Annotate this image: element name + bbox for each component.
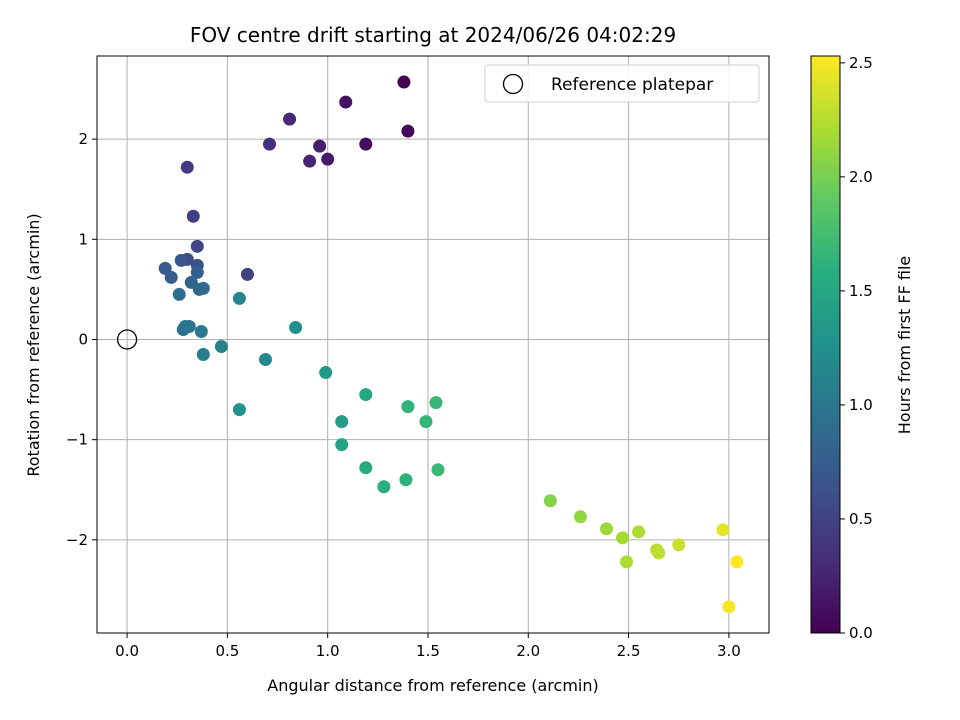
data-point	[716, 523, 730, 537]
x-tick-label: 3.0	[717, 642, 741, 660]
data-point	[722, 600, 736, 614]
data-point	[321, 152, 335, 166]
data-point	[652, 546, 666, 560]
data-point	[164, 270, 178, 284]
data-point	[359, 388, 373, 402]
colorbar-ticks: 0.0 0.5 1.0 1.5 2.0 2.5	[840, 54, 873, 642]
x-tick-label: 2.0	[516, 642, 540, 660]
y-tick-label: 1	[78, 230, 88, 248]
data-point	[377, 480, 391, 494]
reference-platepar-marker	[116, 329, 138, 350]
data-point	[399, 473, 413, 487]
y-tick-label: −2	[66, 531, 88, 549]
data-point	[214, 340, 228, 354]
legend-box	[484, 64, 760, 103]
legend-marker-open-circle	[502, 73, 524, 95]
data-point	[600, 522, 614, 536]
data-point	[263, 137, 277, 151]
data-point	[194, 324, 208, 338]
x-tick-label: 1.0	[316, 642, 340, 660]
data-point	[620, 555, 634, 569]
colorbar-tick-label: 0.0	[849, 624, 873, 642]
data-point	[186, 209, 200, 223]
data-point	[543, 494, 557, 508]
x-tick-label: 2.5	[617, 642, 641, 660]
x-tick-label: 1.5	[416, 642, 440, 660]
data-point	[359, 137, 373, 151]
data-point	[182, 319, 196, 333]
legend: Reference platepar	[484, 64, 760, 103]
data-point	[232, 291, 246, 305]
y-tick-label: 0	[78, 330, 88, 348]
x-tick-label: 0.0	[115, 642, 139, 660]
data-point	[174, 253, 188, 267]
y-axis-label: Rotation from reference (arcmin)	[24, 213, 43, 476]
data-point	[319, 366, 333, 380]
data-point	[335, 415, 349, 429]
y-tick-label: 2	[78, 130, 88, 148]
x-axis: 0.0 0.5 1.0 1.5 2.0 2.5 3.0	[115, 633, 741, 660]
grid-lines	[97, 56, 769, 633]
data-point	[232, 403, 246, 417]
data-point	[196, 348, 210, 362]
data-point	[190, 265, 204, 279]
data-point	[303, 154, 317, 168]
x-tick-label: 0.5	[215, 642, 239, 660]
colorbar: 0.0 0.5 1.0 1.5 2.0 2.5 Hours from first FF f…	[810, 54, 914, 642]
reference-marker-group	[116, 329, 138, 350]
y-tick-label: −1	[66, 431, 88, 449]
data-point	[240, 267, 254, 281]
data-point	[429, 396, 443, 410]
colorbar-tick-label: 2.5	[849, 54, 873, 72]
data-point	[259, 353, 273, 367]
data-point	[632, 525, 646, 539]
data-point	[573, 510, 587, 524]
legend-label: Reference platepar	[551, 75, 713, 95]
data-point	[672, 538, 686, 552]
colorbar-tick-label: 1.5	[849, 282, 873, 300]
data-point	[730, 555, 744, 569]
data-point	[419, 415, 433, 429]
data-point	[172, 287, 186, 301]
colorbar-gradient	[810, 55, 841, 634]
chart-title: FOV centre drift starting at 2024/06/26 …	[190, 23, 676, 47]
data-point	[401, 124, 415, 138]
data-point	[180, 160, 194, 174]
data-point	[289, 320, 303, 334]
y-axis: −2 −1 0 1 2	[66, 130, 97, 549]
data-point	[196, 281, 210, 295]
data-point	[283, 112, 297, 126]
data-point	[359, 461, 373, 475]
data-point	[335, 438, 349, 452]
data-point	[397, 75, 411, 89]
x-axis-label: Angular distance from reference (arcmin)	[267, 676, 598, 695]
colorbar-tick-label: 1.0	[849, 396, 873, 414]
data-point	[401, 400, 415, 414]
data-point	[431, 463, 445, 477]
data-point	[190, 239, 204, 253]
data-point	[339, 95, 353, 109]
colorbar-tick-label: 0.5	[849, 510, 873, 528]
data-points	[158, 75, 744, 614]
colorbar-label: Hours from first FF file	[895, 256, 914, 435]
plot-frame	[96, 55, 770, 634]
data-point	[313, 139, 327, 153]
data-point	[616, 531, 630, 545]
colorbar-tick-label: 2.0	[849, 168, 873, 186]
